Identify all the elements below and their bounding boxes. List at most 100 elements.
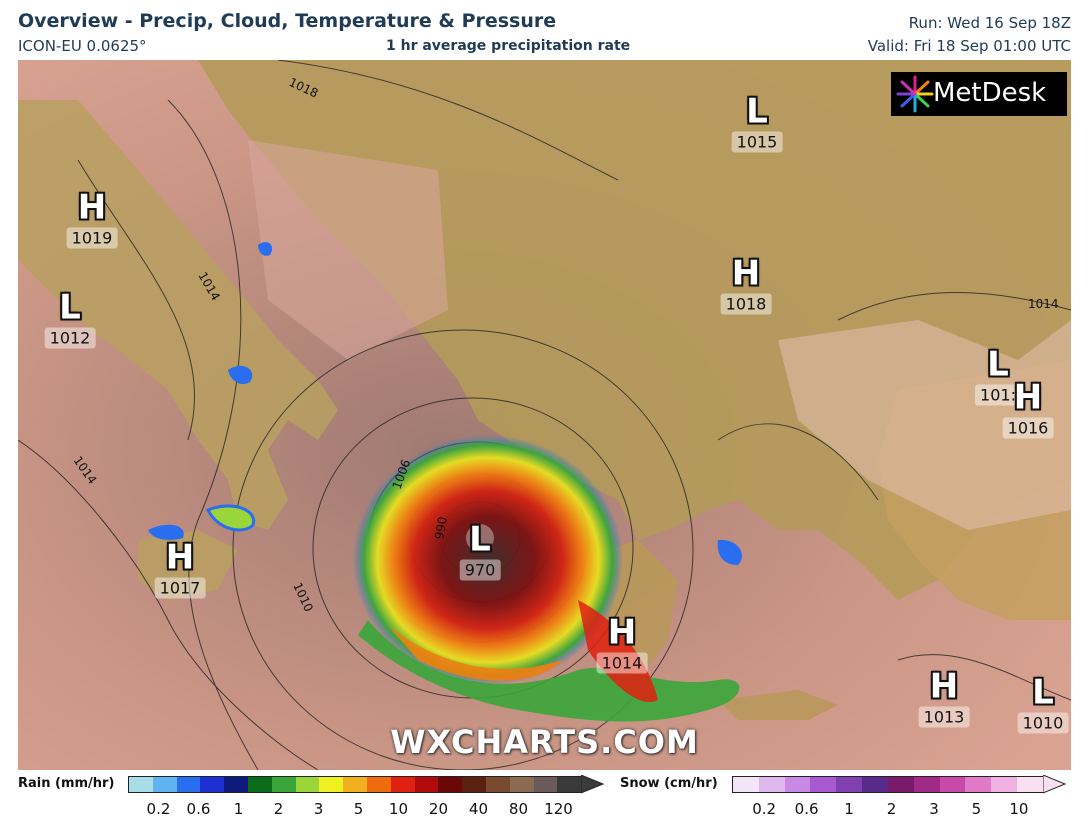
legend-swatch xyxy=(862,777,888,792)
legend-tick-label: 5 xyxy=(353,800,364,818)
cyclone-rain-band xyxy=(353,435,740,722)
isobar-label: 990 xyxy=(432,516,450,541)
pressure-type: H xyxy=(77,187,107,228)
legend-tick-label: 0.6 xyxy=(186,800,211,818)
legend-tick-label: 0.2 xyxy=(146,800,171,818)
legend-swatch xyxy=(836,777,863,792)
chart-title: Overview - Precip, Cloud, Temperature & … xyxy=(18,10,557,32)
rain-bar-arrow xyxy=(581,775,605,794)
legend-tick-label: 3 xyxy=(929,800,939,818)
legend-swatch xyxy=(758,777,785,792)
sicily-land xyxy=(138,530,238,600)
weather-map: 1018 1014 1014 1006 1010 1014 990 xyxy=(18,60,1071,770)
snow-legend-title: Snow (cm/hr) xyxy=(620,776,718,791)
pressure-value: 101: xyxy=(975,384,1021,406)
low-pressure-label: L 1012 xyxy=(44,288,96,349)
metdesk-logo-text: MetDesk xyxy=(933,78,1047,108)
rain-color-bar xyxy=(128,776,582,793)
legend-swatch xyxy=(176,777,201,792)
legend-swatch xyxy=(366,777,391,792)
pressure-type: L xyxy=(469,519,491,560)
pressure-value: 1019 xyxy=(66,227,118,249)
snow-bar-arrow xyxy=(1043,775,1067,794)
valid-time: Valid: Fri 18 Sep 01:00 UTC xyxy=(867,37,1071,55)
legend-swatch xyxy=(295,777,320,792)
pressure-type: H xyxy=(731,253,761,294)
legend-tick-label: 80 xyxy=(508,800,529,818)
legend: Rain (mm/hr) 0.2 0.6 1 2 3 5 10 20 40 80 120 Snow … xyxy=(0,770,1089,835)
legend-swatch xyxy=(810,777,837,792)
snow-color-bar xyxy=(732,776,1044,793)
legend-tick-label: 1 xyxy=(844,800,854,818)
pressure-value: 970 xyxy=(459,559,501,581)
legend-swatch xyxy=(343,777,367,792)
cloud-area-east xyxy=(778,320,1071,530)
scattered-showers xyxy=(148,242,742,565)
legend-tick-label: 10 xyxy=(1009,800,1029,818)
high-pressure-label: H 1018 xyxy=(720,253,772,315)
legend-swatch xyxy=(557,777,582,792)
watermark: WXCHARTS.COM xyxy=(390,723,699,761)
legend-swatch xyxy=(247,777,272,792)
legend-swatch xyxy=(438,777,463,792)
pressure-type: H xyxy=(929,666,959,707)
legend-tick-label: 40 xyxy=(468,800,489,818)
pressure-value: 1012 xyxy=(44,327,96,349)
legend-swatch xyxy=(414,777,439,792)
high-pressure-label: H 1013 xyxy=(918,666,970,728)
pressure-value: 1017 xyxy=(154,577,206,599)
legend-tick-label: 2 xyxy=(886,800,897,818)
pressure-type: L xyxy=(1032,672,1054,713)
legend-swatch xyxy=(390,777,415,792)
pressure-value: 1016 xyxy=(1002,417,1054,439)
isobar-label: 1014 xyxy=(1028,297,1059,311)
legend-swatch xyxy=(152,777,177,792)
legend-swatch xyxy=(319,777,344,792)
legend-tick-label: 10 xyxy=(388,800,409,818)
legend-tick-label: 3 xyxy=(313,800,324,818)
high-pressure-label: H 1016 xyxy=(1002,377,1054,439)
italy-land xyxy=(18,100,338,530)
cloud-area-adriatic xyxy=(248,140,448,360)
legend-tick-label: 0.2 xyxy=(752,800,777,818)
legend-swatch xyxy=(129,777,153,792)
legend-swatch xyxy=(991,777,1018,792)
pressure-value: 1014 xyxy=(596,652,648,674)
low-pressure-label: L 970 xyxy=(459,519,501,581)
legend-swatch xyxy=(462,777,486,792)
pressure-type: H xyxy=(1013,377,1043,418)
run-time: Run: Wed 16 Sep 18Z xyxy=(908,14,1071,32)
legend-swatch xyxy=(200,777,225,792)
chart-header: Overview - Precip, Cloud, Temperature & … xyxy=(0,0,1089,60)
legend-tick-label: 20 xyxy=(428,800,449,818)
legend-swatch xyxy=(509,777,534,792)
chart-subtitle: 1 hr average precipitation rate xyxy=(386,38,631,54)
legend-tick-label: 1 xyxy=(233,800,244,818)
legend-tick-label: 120 xyxy=(544,800,573,818)
legend-tick-label: 2 xyxy=(273,800,284,818)
legend-swatch xyxy=(784,777,811,792)
legend-swatch xyxy=(939,777,966,792)
legend-swatch xyxy=(271,777,296,792)
legend-tick-label: 0.6 xyxy=(794,800,819,818)
legend-swatch xyxy=(224,777,248,792)
legend-swatch xyxy=(485,777,510,792)
legend-tick-label: 5 xyxy=(971,800,982,818)
metdesk-starburst-icon xyxy=(896,75,934,113)
low-pressure-label: L 101: xyxy=(975,345,1021,406)
map-canvas: 1018 1014 1014 1006 1010 1014 990 xyxy=(18,60,1071,770)
pressure-value: 1015 xyxy=(731,131,783,153)
pressure-type: L xyxy=(746,91,768,132)
pressure-value: 1018 xyxy=(720,293,772,315)
low-pressure-label: L 1015 xyxy=(731,91,783,153)
high-pressure-label: H 1019 xyxy=(66,187,118,249)
low-pressure-label: L 1010 xyxy=(1017,672,1069,734)
legend-swatch xyxy=(733,777,759,792)
legend-swatch xyxy=(913,777,940,792)
legend-swatch xyxy=(965,777,992,792)
pressure-value: 1010 xyxy=(1017,712,1069,734)
crete-land xyxy=(718,690,838,720)
pressure-type: H xyxy=(607,612,637,653)
legend-swatch xyxy=(887,777,914,792)
legend-swatch xyxy=(1017,777,1043,792)
